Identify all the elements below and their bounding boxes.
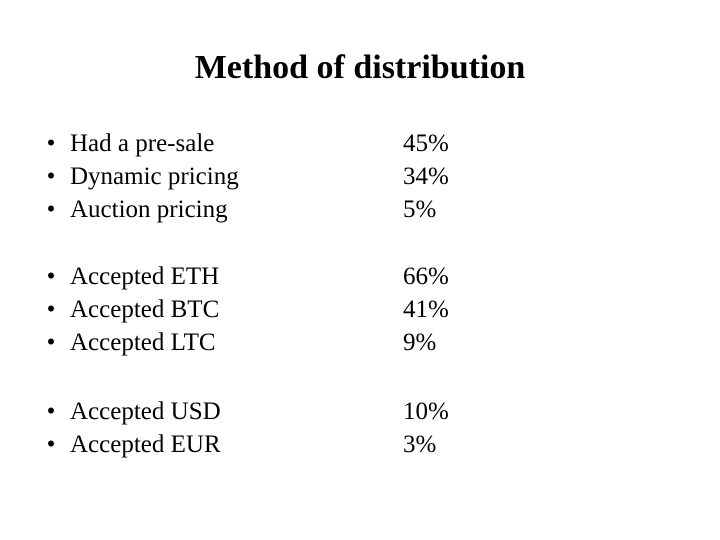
bullet-icon: • (46, 296, 56, 323)
list-item: • Accepted LTC 9% (0, 326, 720, 359)
item-value: 66% (403, 263, 449, 290)
item-label: Accepted EUR (70, 431, 221, 458)
bullet-icon: • (46, 163, 56, 190)
list-item: • Accepted BTC 41% (0, 293, 720, 326)
list-item: • Accepted EUR 3% (0, 428, 720, 461)
bullet-group-crypto: • Accepted ETH 66% • Accepted BTC 41% • … (0, 260, 720, 359)
bullet-icon: • (46, 196, 56, 223)
list-item: • Accepted USD 10% (0, 395, 720, 428)
item-value: 34% (403, 163, 449, 190)
item-label: Auction pricing (70, 196, 228, 223)
list-item: • Accepted ETH 66% (0, 260, 720, 293)
bullet-icon: • (46, 130, 56, 157)
item-label: Had a pre-sale (70, 130, 215, 157)
item-value: 10% (403, 398, 449, 425)
item-value: 41% (403, 296, 449, 323)
item-value: 45% (403, 130, 449, 157)
bullet-icon: • (46, 263, 56, 290)
bullet-icon: • (46, 398, 56, 425)
bullet-group-sale-pricing: • Had a pre-sale 45% • Dynamic pricing 3… (0, 127, 720, 226)
list-item: • Auction pricing 5% (0, 193, 720, 226)
item-label: Accepted LTC (70, 329, 216, 356)
bullet-icon: • (46, 431, 56, 458)
item-label: Accepted ETH (70, 263, 220, 290)
slide-title: Method of distribution (194, 49, 526, 86)
item-label: Accepted BTC (70, 296, 220, 323)
bullet-group-fiat: • Accepted USD 10% • Accepted EUR 3% (0, 395, 720, 461)
list-item: • Had a pre-sale 45% (0, 127, 720, 160)
item-label: Accepted USD (70, 398, 221, 425)
bullet-icon: • (46, 329, 56, 356)
item-value: 3% (403, 431, 437, 458)
item-value: 9% (403, 329, 437, 356)
item-value: 5% (403, 196, 437, 223)
item-label: Dynamic pricing (70, 163, 239, 190)
list-item: • Dynamic pricing 34% (0, 160, 720, 193)
